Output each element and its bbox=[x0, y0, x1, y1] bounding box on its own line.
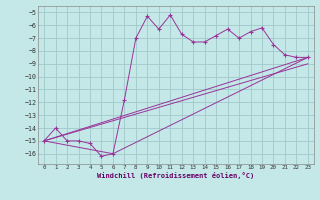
X-axis label: Windchill (Refroidissement éolien,°C): Windchill (Refroidissement éolien,°C) bbox=[97, 172, 255, 179]
